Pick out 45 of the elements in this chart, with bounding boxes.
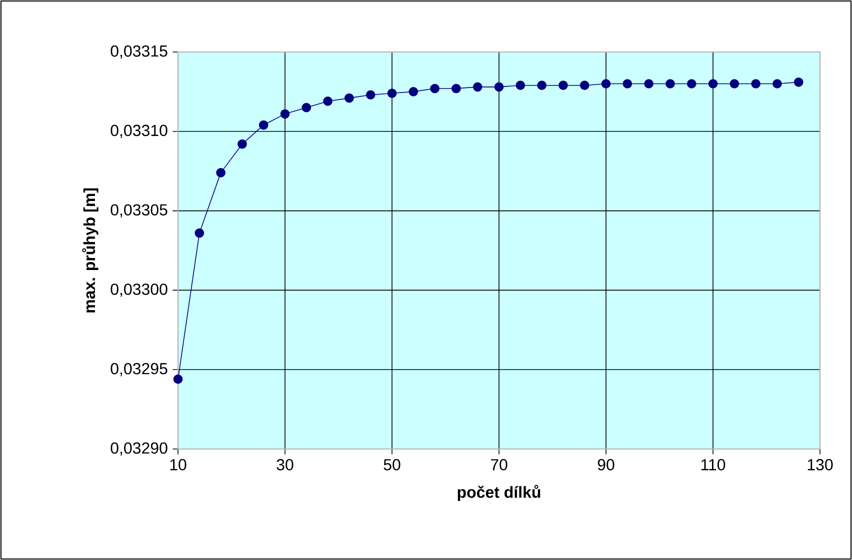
x-tick-label: 10 (170, 459, 186, 470)
point (730, 79, 740, 88)
y-tick-label: 0,03295 (110, 362, 168, 376)
point (686, 79, 696, 88)
point (452, 84, 461, 94)
point (173, 374, 183, 384)
point (387, 88, 397, 98)
point (751, 79, 760, 88)
point (430, 84, 440, 94)
x-tick-label: 30 (276, 459, 294, 470)
y-tick-label: 0,03315 (110, 45, 168, 59)
point (772, 79, 782, 88)
point (344, 93, 354, 103)
y-tick-label: 0,03300 (110, 284, 168, 297)
point (794, 78, 804, 87)
point (516, 80, 526, 90)
point (323, 96, 332, 106)
point (622, 79, 632, 88)
point (666, 79, 675, 88)
point (494, 82, 504, 92)
point (708, 79, 718, 88)
x-tick-label: 130 (808, 459, 833, 470)
x-tick-label: 70 (490, 459, 508, 470)
point (472, 82, 482, 92)
y-tick-label: 0,03290 (110, 442, 168, 456)
point (537, 80, 546, 90)
point (280, 109, 290, 119)
y-tick-label: 0,03305 (110, 204, 168, 218)
point (216, 168, 226, 178)
x-tick-label: 90 (598, 459, 614, 470)
point (258, 120, 268, 130)
point (238, 139, 247, 149)
x-tick-label: 50 (384, 459, 400, 470)
point (580, 80, 590, 90)
point (408, 87, 418, 96)
point (558, 80, 568, 90)
x-tick-label: 110 (701, 459, 726, 470)
point (366, 90, 376, 100)
point (601, 79, 611, 88)
point (644, 79, 654, 88)
y-axis-title: max. průhyb [m] (82, 188, 98, 312)
point (194, 228, 204, 238)
y-tick-label: 0,03310 (110, 124, 168, 138)
point (302, 102, 312, 112)
x-axis-title: počet dílků (458, 484, 540, 502)
